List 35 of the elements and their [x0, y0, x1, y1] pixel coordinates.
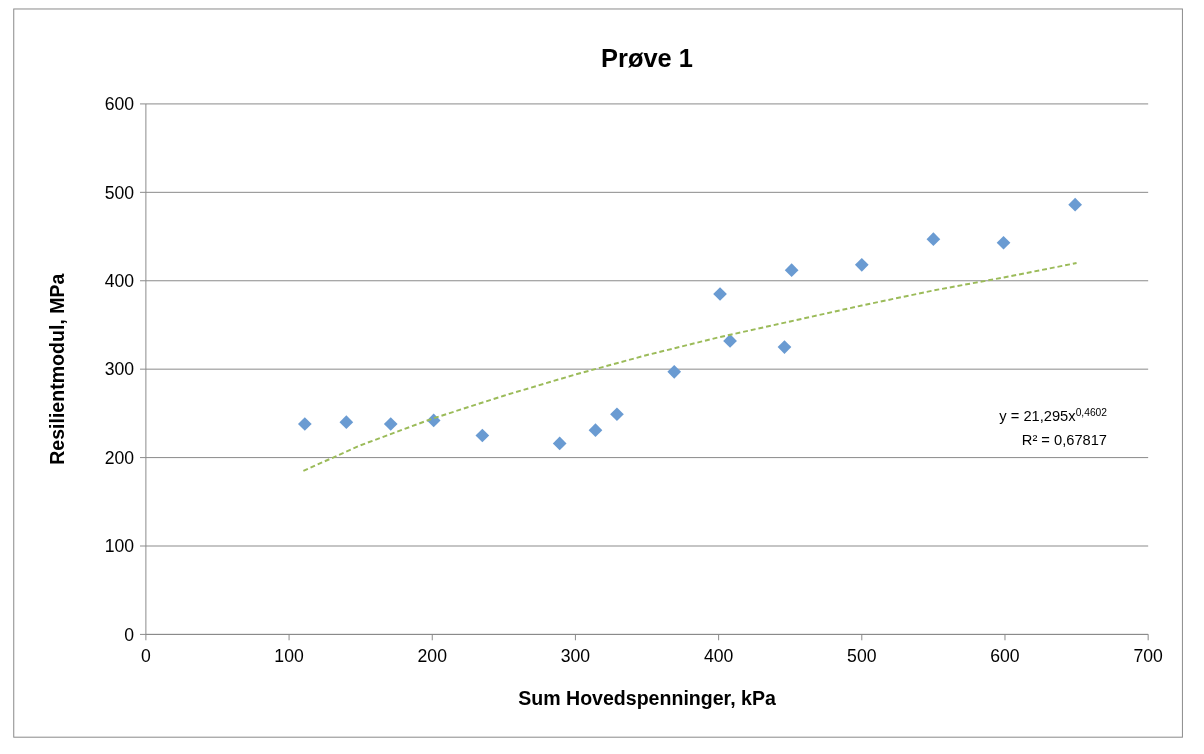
- y-tick-label: 300: [104, 359, 135, 380]
- point: [667, 364, 682, 379]
- y-tick-label: 500: [104, 182, 135, 203]
- x-tick-label: 200: [417, 645, 448, 666]
- point: [475, 428, 490, 443]
- x-tick-label: 600: [990, 645, 1020, 666]
- point: [784, 263, 799, 277]
- point: [777, 340, 792, 354]
- point: [1068, 197, 1082, 212]
- point: [588, 423, 603, 438]
- x-tick-label: 400: [703, 645, 734, 666]
- point: [926, 232, 941, 247]
- point: [552, 436, 567, 451]
- x-axis-title: Sum Hovedspenninger, kPa: [518, 686, 776, 709]
- y-tick-label: 200: [104, 447, 135, 468]
- y-axis-title: Resilientmodul, MPa: [45, 273, 68, 465]
- point: [996, 235, 1011, 250]
- point: [610, 407, 624, 422]
- y-tick-label: 600: [104, 94, 135, 115]
- point: [854, 257, 869, 272]
- x-tick-label: 0: [140, 645, 151, 666]
- annotation: y = 21,295x$^{0,4602}$: [999, 406, 1108, 425]
- y-tick-label: 0: [124, 624, 135, 645]
- x-tick-label: 700: [1133, 645, 1164, 666]
- point: [383, 417, 398, 431]
- x-tick-label: 100: [274, 645, 304, 666]
- y-tick-label: 400: [104, 270, 135, 291]
- chart-title: Prøve 1: [601, 43, 693, 72]
- point: [297, 417, 312, 431]
- annotation: R² = 0,67817: [1021, 431, 1108, 448]
- point: [339, 415, 354, 430]
- x-tick-label: 500: [847, 645, 877, 666]
- y-tick-label: 100: [104, 536, 135, 557]
- point: [723, 334, 737, 348]
- x-tick-label: 300: [560, 645, 591, 666]
